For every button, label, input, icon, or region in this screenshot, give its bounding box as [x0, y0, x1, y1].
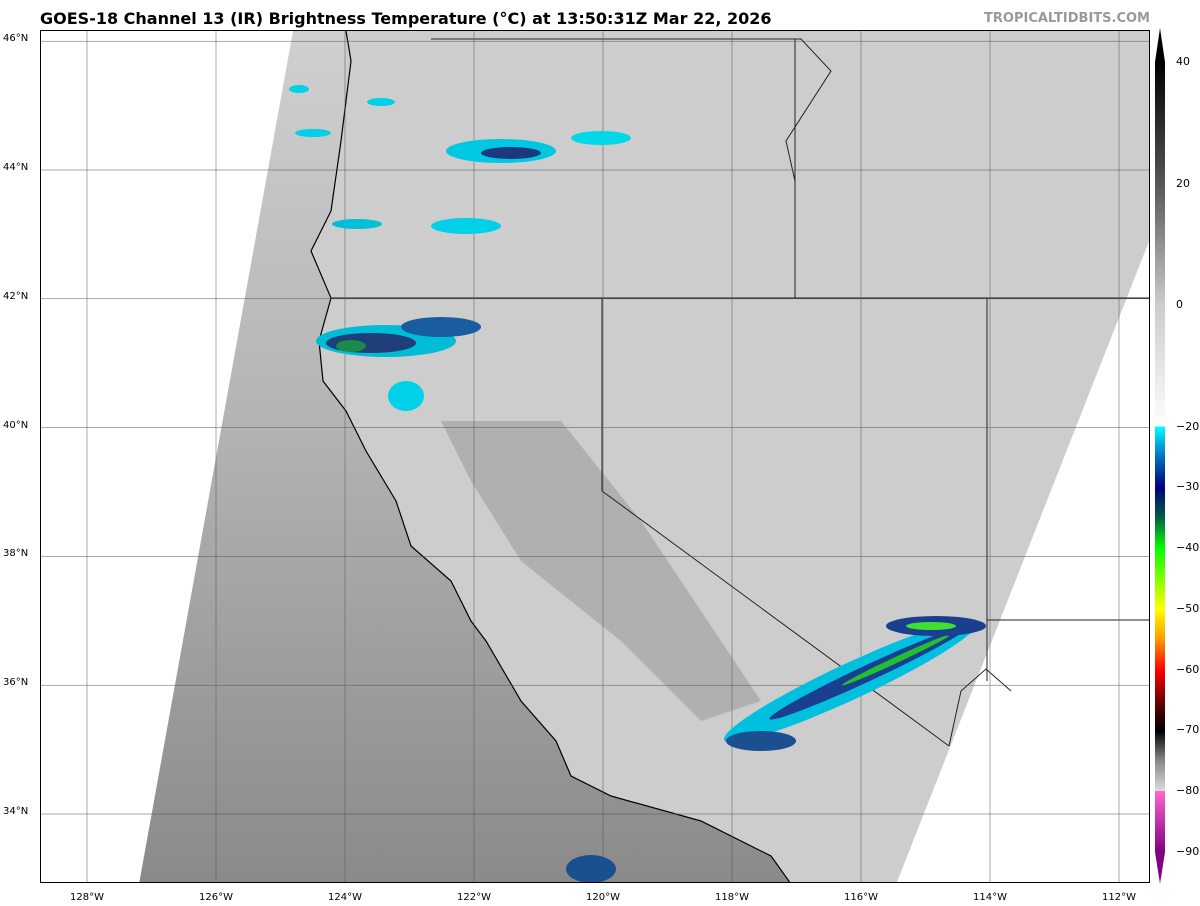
colorbar-tick-label: −30 — [1176, 480, 1200, 494]
satellite-map — [40, 30, 1150, 883]
brand-watermark: TROPICALTIDBITS.COM — [984, 11, 1150, 26]
lon-tick-label: 128°W — [70, 892, 104, 903]
land-area — [311, 31, 1149, 882]
colorbar-tick-label: −80 — [1176, 784, 1200, 798]
lon-tick-label: 112°W — [1102, 892, 1136, 903]
lat-tick-label: 34°N — [3, 806, 29, 817]
colorbar-bottom-arrow — [1155, 852, 1165, 884]
cold-cloud-tops — [289, 85, 986, 882]
lat-tick-label: 38°N — [3, 548, 29, 560]
lat-tick-label: 36°N — [3, 677, 29, 689]
lat-tick-label: 42°N — [3, 290, 29, 302]
colorbar-tick-label: −50 — [1176, 601, 1200, 615]
lon-tick-label: 122°W — [457, 892, 491, 903]
lon-tick-label: 114°W — [973, 892, 1007, 903]
lat-tick-label: 40°N — [3, 419, 29, 431]
colorbar-tick-label: 40 — [1176, 55, 1190, 68]
chart-title: GOES-18 Channel 13 (IR) Brightness Tempe… — [40, 9, 772, 28]
lon-tick-label: 124°W — [328, 892, 362, 903]
lon-tick-label: 126°W — [199, 892, 233, 903]
colorbar — [1155, 62, 1165, 852]
colorbar-tick-label: 20 — [1176, 176, 1190, 190]
lat-tick-label: 46°N — [3, 33, 29, 45]
colorbar-tick-label: −70 — [1176, 723, 1200, 737]
lon-tick-label: 120°W — [586, 892, 620, 903]
colorbar-top-arrow — [1155, 28, 1165, 62]
colorbar-tick-label: −20 — [1176, 419, 1200, 433]
lon-tick-label: 118°W — [715, 892, 749, 903]
colorbar-tick-label: −90 — [1176, 845, 1200, 858]
grid-lines — [41, 31, 1149, 882]
colorbar-tick-label: −40 — [1176, 541, 1200, 555]
colorbar-extensions — [1155, 28, 1165, 884]
map-svg — [41, 31, 1149, 882]
colorbar-tick-label: 0 — [1176, 298, 1183, 312]
state-borders — [331, 38, 1149, 747]
valley-shade — [441, 421, 761, 721]
lon-tick-label: 116°W — [844, 892, 878, 903]
lat-tick-label: 44°N — [3, 162, 29, 173]
coastline — [310, 31, 791, 882]
colorbar-tick-label: −60 — [1176, 662, 1200, 676]
